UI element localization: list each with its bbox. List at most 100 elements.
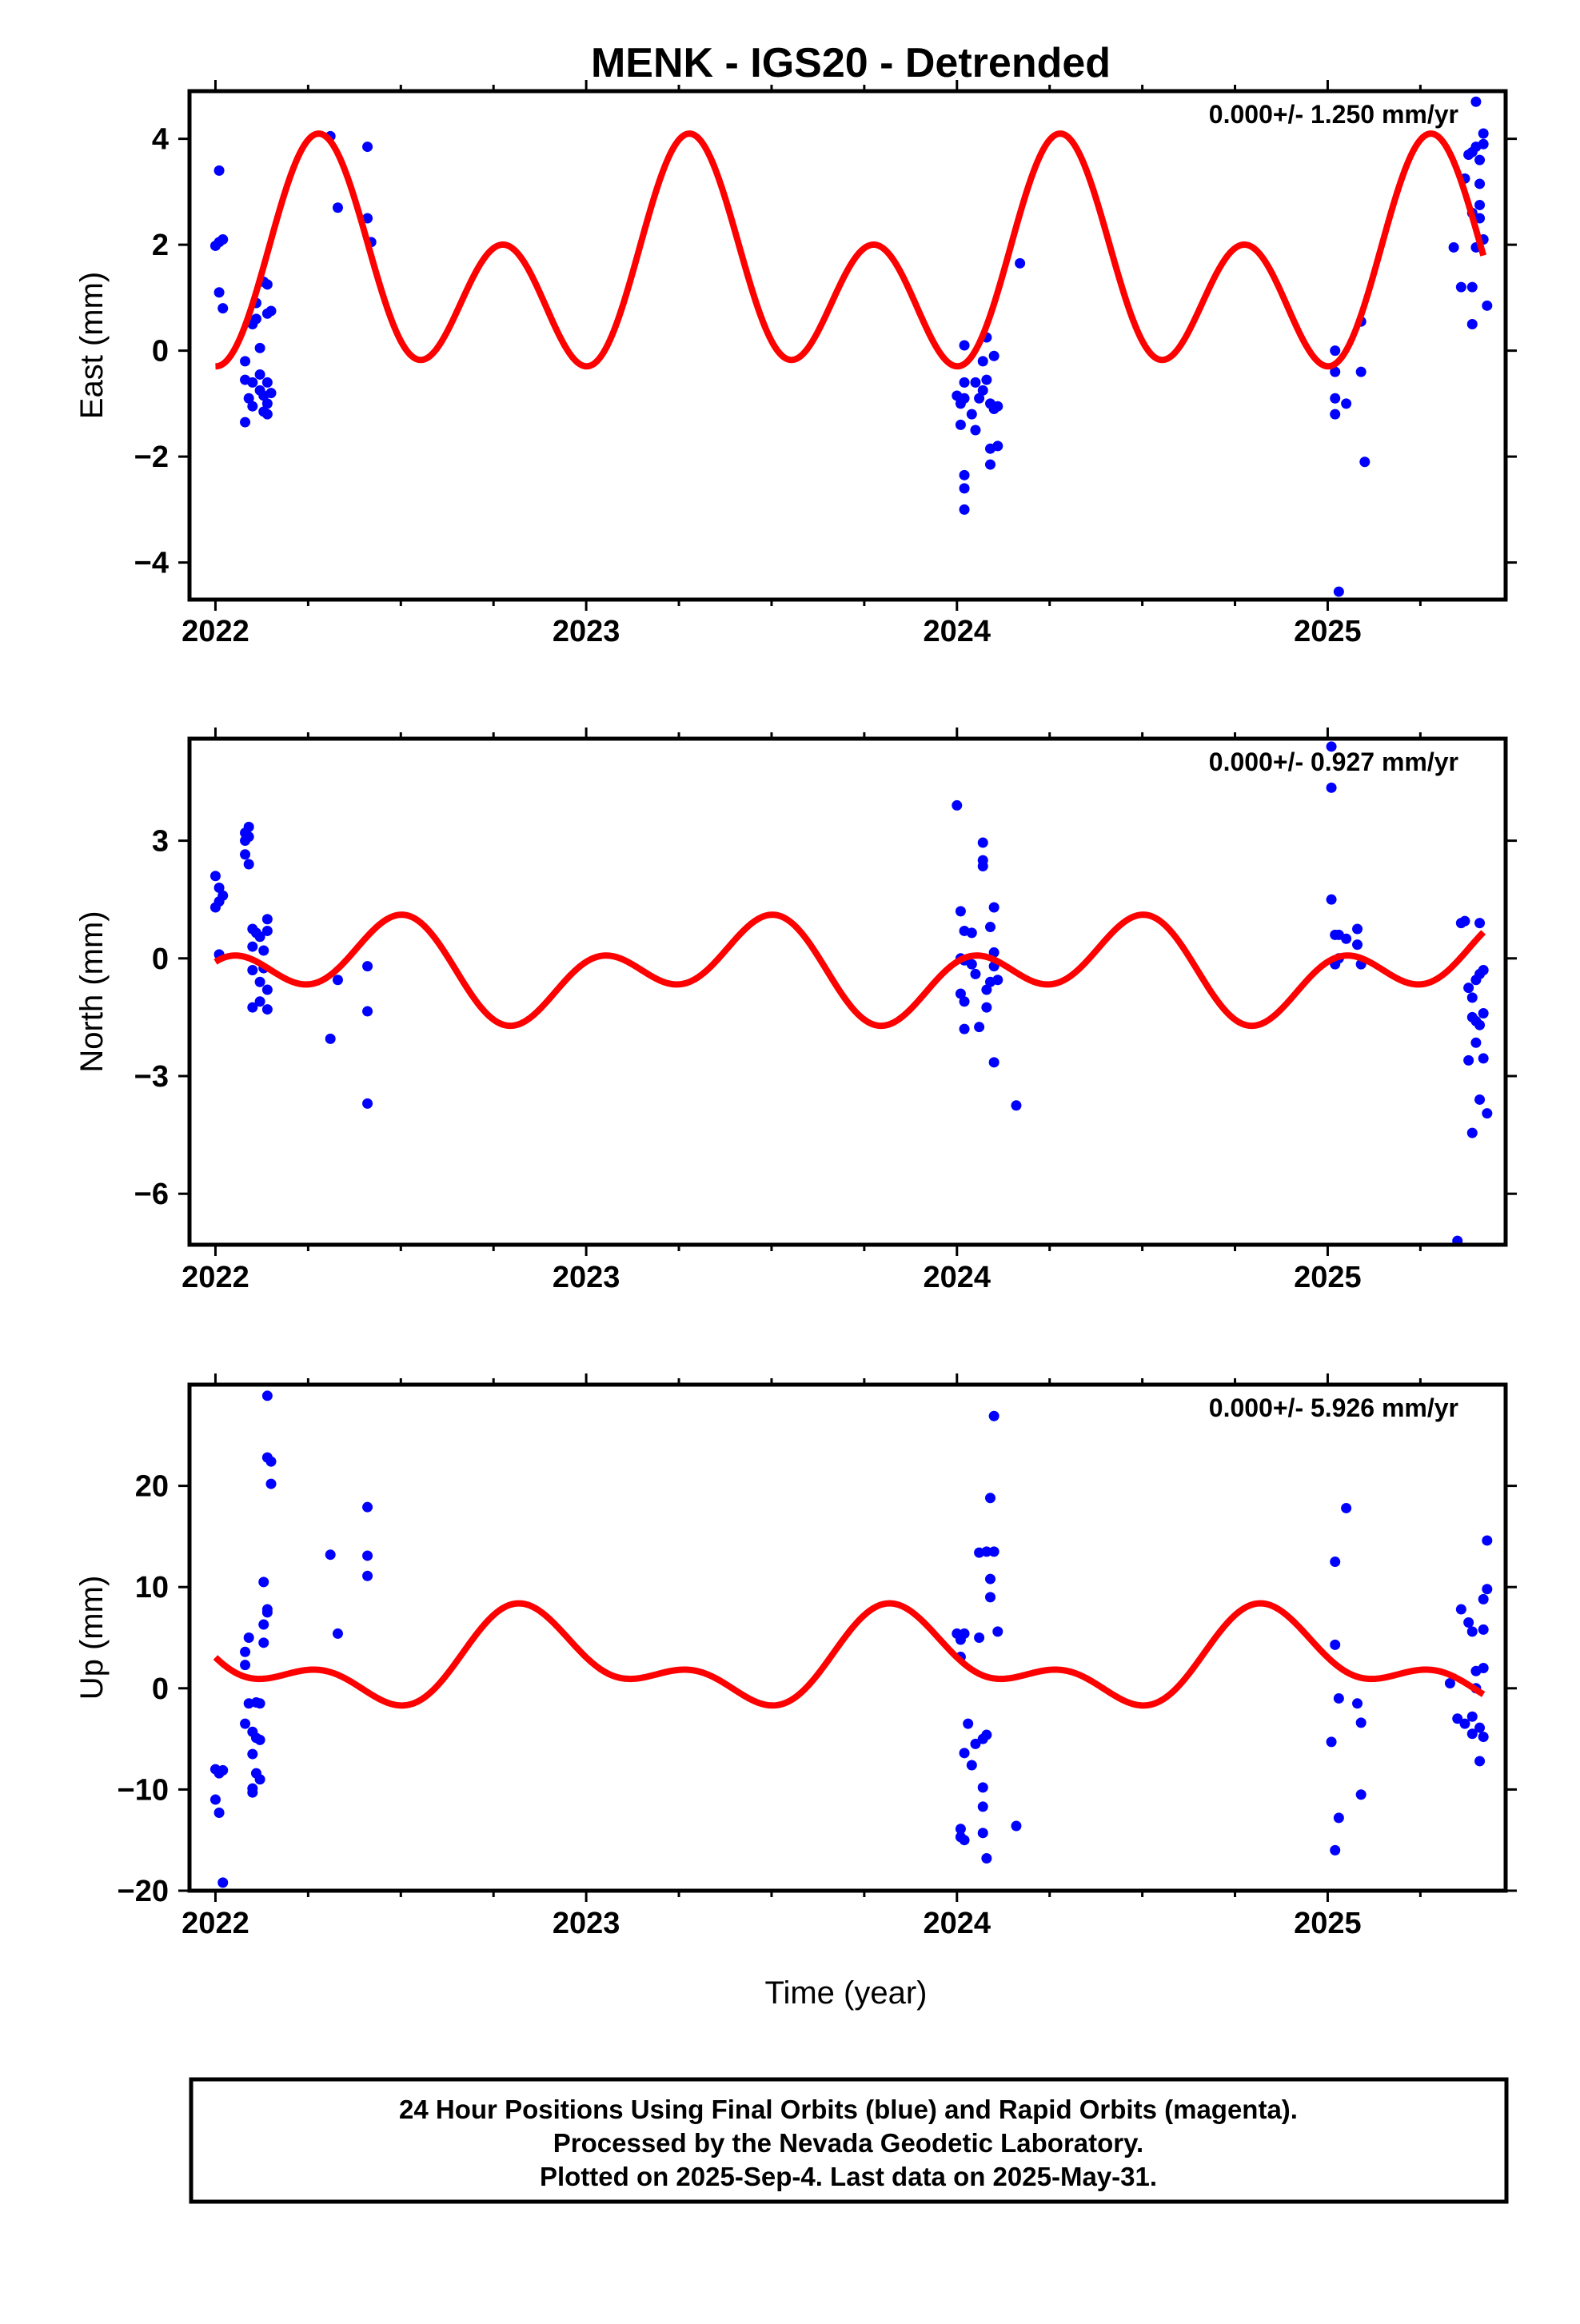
- data-point: [243, 393, 254, 404]
- y-tick-label: −4: [134, 547, 169, 580]
- y-tick-label: 0: [152, 1672, 169, 1706]
- data-point: [1466, 1626, 1478, 1637]
- data-point: [1352, 1698, 1363, 1709]
- data-point: [240, 1718, 251, 1729]
- x-tick-label: 2023: [553, 615, 620, 648]
- data-point: [325, 1033, 336, 1044]
- y-ticks-up: −20 −10 0 10 20: [118, 1470, 1517, 1908]
- data-point: [258, 945, 269, 956]
- data-point: [1333, 586, 1344, 597]
- data-point: [362, 1570, 373, 1581]
- data-point: [1011, 1100, 1022, 1111]
- data-point: [1330, 1844, 1341, 1856]
- data-point: [981, 1546, 992, 1557]
- data-point: [985, 1592, 996, 1603]
- data-point: [1466, 992, 1478, 1003]
- y-tick-label: 3: [152, 825, 169, 859]
- data-point: [1326, 782, 1337, 793]
- data-point: [974, 1632, 985, 1643]
- data-point: [1474, 199, 1486, 210]
- data-point: [1355, 1717, 1367, 1728]
- data-point: [970, 377, 981, 388]
- data-point: [362, 1501, 373, 1513]
- data-point: [1359, 456, 1371, 468]
- data-point: [992, 975, 1003, 986]
- data-point: [247, 1002, 258, 1013]
- rate-label: 0.000+/- 1.250 mm/yr: [1209, 100, 1458, 129]
- data-point: [1470, 96, 1482, 107]
- data-point: [213, 882, 225, 893]
- data-point: [981, 1729, 992, 1740]
- data-point: [265, 1456, 277, 1467]
- data-point: [1478, 1593, 1489, 1604]
- data-point: [240, 1646, 251, 1657]
- data-point: [955, 1824, 966, 1835]
- x-axis-label: Time (year): [765, 1975, 928, 2011]
- data-point: [1478, 1732, 1489, 1743]
- plot-frame: [187, 736, 1508, 1247]
- data-point: [254, 931, 265, 943]
- panel-north: 2022 2023 2024 2025 −6 −3 0 3 North (mm) 0.000+/-…: [74, 727, 1517, 1294]
- data-point: [1352, 923, 1363, 935]
- data-point: [213, 287, 225, 298]
- data-point: [1448, 241, 1459, 253]
- data-point: [1463, 983, 1474, 994]
- data-point: [970, 425, 981, 436]
- data-point: [1478, 1662, 1489, 1673]
- x-ticks-up: 2022 2023 2024 2025: [182, 1373, 1422, 1940]
- data-point: [1478, 1007, 1489, 1018]
- data-point: [254, 1698, 265, 1709]
- rate-label: 0.000+/- 0.927 mm/yr: [1209, 747, 1458, 776]
- data-point: [1482, 300, 1493, 311]
- x-tick-label: 2023: [553, 1261, 620, 1294]
- data-point: [1015, 257, 1026, 269]
- data-point: [985, 1493, 996, 1504]
- data-point: [981, 1852, 992, 1864]
- data-point: [959, 996, 970, 1007]
- data-point: [261, 409, 273, 420]
- data-point: [1466, 1127, 1478, 1138]
- data-point: [265, 388, 277, 399]
- data-point: [250, 313, 261, 325]
- x-ticks-east: 2022 2023 2024 2025: [182, 80, 1422, 648]
- data-point: [1452, 1713, 1463, 1724]
- data-point: [247, 377, 258, 388]
- data-point: [362, 1550, 373, 1561]
- y-tick-label: 2: [152, 229, 169, 262]
- data-point: [1330, 393, 1341, 404]
- data-point: [332, 975, 343, 986]
- data-point: [959, 1023, 970, 1034]
- data-point: [261, 1004, 273, 1015]
- data-point: [1330, 1557, 1341, 1568]
- data-point: [362, 142, 373, 153]
- y-tick-label: 10: [135, 1571, 169, 1604]
- footer-line-1: 24 Hour Positions Using Final Orbits (bl…: [399, 2095, 1298, 2124]
- x-tick-label: 2022: [182, 615, 249, 648]
- x-tick-label: 2024: [924, 615, 991, 648]
- data-point: [952, 799, 963, 811]
- panel-east: 2022 2023 2024 2025 −4 −2 0 2 4 East (mm) 0.000+/-…: [74, 80, 1517, 648]
- data-point: [254, 1734, 265, 1745]
- data-point: [240, 417, 251, 428]
- y-tick-label: 0: [152, 943, 169, 976]
- data-point: [362, 1006, 373, 1017]
- data-point: [1474, 1722, 1486, 1733]
- data-point: [247, 1787, 258, 1798]
- y-tick-label: 4: [152, 123, 169, 157]
- data-point: [1474, 213, 1486, 224]
- data-point: [332, 202, 343, 213]
- model-curve-up: [213, 1600, 1486, 1709]
- data-point: [1482, 1535, 1493, 1546]
- data-point: [1355, 1789, 1367, 1800]
- data-point: [1341, 398, 1352, 409]
- data-point: [213, 1808, 225, 1819]
- data-point: [1341, 1502, 1352, 1513]
- data-point: [1466, 1711, 1478, 1722]
- data-point: [977, 837, 988, 848]
- footer-line-2: Processed by the Nevada Geodetic Laborat…: [553, 2128, 1143, 2158]
- data-point: [988, 947, 999, 958]
- data-point: [1478, 1624, 1489, 1635]
- data-point: [1463, 1054, 1474, 1066]
- data-point: [1482, 1108, 1493, 1119]
